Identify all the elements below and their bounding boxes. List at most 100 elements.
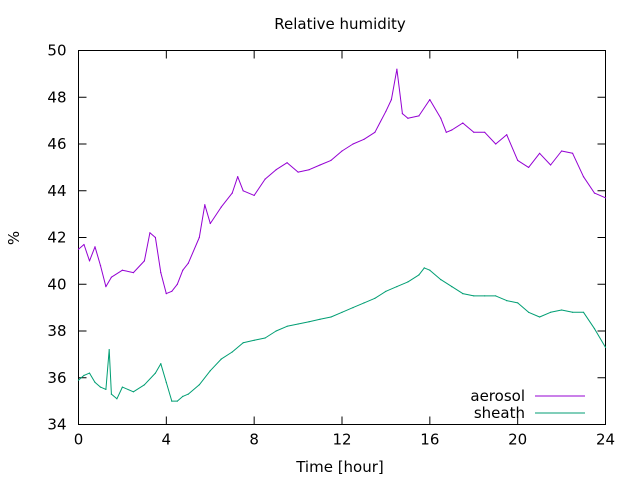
data-point-aerosol: [572, 152, 574, 154]
data-point-aerosol: [198, 236, 200, 239]
data-point-sheath: [231, 351, 233, 353]
y-tick-label: 46: [47, 135, 66, 153]
data-point-sheath: [550, 311, 552, 313]
data-point-sheath: [110, 393, 112, 395]
data-point-aerosol: [473, 131, 475, 133]
x-tick-label: 12: [332, 431, 351, 449]
data-point-aerosol: [143, 260, 145, 262]
data-point-sheath: [286, 325, 288, 327]
data-point-aerosol: [484, 131, 486, 133]
y-tick-label: 44: [47, 182, 66, 200]
data-point-aerosol: [110, 276, 112, 278]
data-point-aerosol: [390, 99, 392, 101]
data-point-aerosol: [204, 204, 206, 206]
x-tick-label: 0: [74, 431, 84, 449]
series-line-aerosol: [78, 68, 606, 295]
data-point-sheath: [116, 398, 118, 400]
data-point-aerosol: [445, 131, 447, 133]
data-point-aerosol: [297, 171, 299, 173]
data-point-aerosol: [264, 178, 266, 180]
data-point-sheath: [385, 290, 387, 292]
y-tick-label: 40: [47, 275, 66, 293]
data-point-sheath: [593, 328, 596, 330]
data-point-aerosol: [407, 117, 409, 119]
data-point-aerosol: [396, 68, 398, 70]
data-point-sheath: [275, 330, 277, 332]
data-point-aerosol: [94, 246, 96, 248]
data-point-sheath: [132, 391, 134, 393]
y-tick-label: 48: [47, 88, 66, 106]
data-point-sheath: [83, 374, 85, 376]
data-point-aerosol: [363, 138, 365, 140]
data-point-sheath: [77, 379, 80, 381]
data-point-aerosol: [593, 192, 596, 194]
data-point-aerosol: [154, 236, 156, 239]
data-point-aerosol: [561, 150, 563, 152]
data-point-sheath: [506, 300, 508, 302]
data-point-aerosol: [330, 159, 332, 161]
data-point-aerosol: [231, 192, 233, 194]
data-point-aerosol: [604, 197, 607, 199]
data-point-aerosol: [308, 169, 310, 171]
data-point-aerosol: [374, 131, 376, 133]
y-tick-label: 42: [47, 229, 66, 247]
data-point-sheath: [473, 295, 475, 297]
data-point-aerosol: [83, 243, 85, 246]
data-point-sheath: [220, 358, 222, 360]
data-point-sheath: [604, 346, 607, 348]
data-point-sheath: [187, 393, 189, 395]
data-point-aerosol: [286, 162, 288, 164]
data-point-aerosol: [418, 115, 420, 117]
data-point-sheath: [176, 400, 178, 402]
data-point-sheath: [264, 337, 266, 339]
data-point-aerosol: [165, 293, 167, 295]
data-point-aerosol: [160, 272, 162, 274]
data-point-sheath: [418, 274, 420, 276]
data-point-sheath: [242, 342, 244, 344]
data-point-sheath: [308, 321, 310, 323]
data-point-aerosol: [105, 286, 107, 288]
data-point-aerosol: [451, 129, 453, 131]
data-point-sheath: [495, 295, 497, 297]
data-point-sheath: [154, 372, 156, 374]
x-tick-label: 8: [249, 431, 259, 449]
data-point-aerosol: [440, 117, 442, 119]
data-point-aerosol: [539, 152, 541, 154]
data-point-sheath: [423, 267, 425, 269]
data-point-aerosol: [319, 164, 321, 166]
data-point-sheath: [363, 302, 365, 304]
data-point-sheath: [582, 311, 585, 313]
y-axis-label: %: [5, 231, 23, 245]
data-point-aerosol: [275, 169, 277, 171]
data-point-sheath: [99, 386, 102, 388]
data-point-aerosol: [517, 159, 519, 161]
series-line-sheath: [78, 267, 606, 402]
data-point-aerosol: [352, 143, 354, 145]
data-point-sheath: [330, 316, 332, 318]
data-point-sheath: [165, 381, 167, 383]
y-axis: 34 36 38 40 42 44 46 48 50: [47, 42, 606, 434]
data-point-aerosol: [253, 194, 255, 196]
data-point-sheath: [374, 297, 376, 299]
data-point-sheath: [182, 395, 184, 397]
data-point-aerosol: [187, 262, 189, 264]
data-point-aerosol: [77, 248, 80, 250]
data-point-aerosol: [429, 99, 431, 101]
data-point-sheath: [94, 381, 96, 383]
data-point-sheath: [297, 323, 299, 325]
data-point-aerosol: [341, 150, 343, 152]
data-point-sheath: [143, 384, 145, 386]
data-point-sheath: [517, 302, 519, 304]
data-point-aerosol: [506, 134, 508, 136]
data-point-sheath: [105, 388, 107, 390]
data-point-sheath: [396, 286, 398, 288]
data-point-aerosol: [528, 166, 530, 168]
data-point-sheath: [561, 309, 563, 311]
data-point-sheath: [407, 281, 409, 283]
x-tick-label: 4: [162, 431, 172, 449]
x-tick-label: 24: [596, 431, 615, 449]
series-layer: [77, 68, 607, 402]
